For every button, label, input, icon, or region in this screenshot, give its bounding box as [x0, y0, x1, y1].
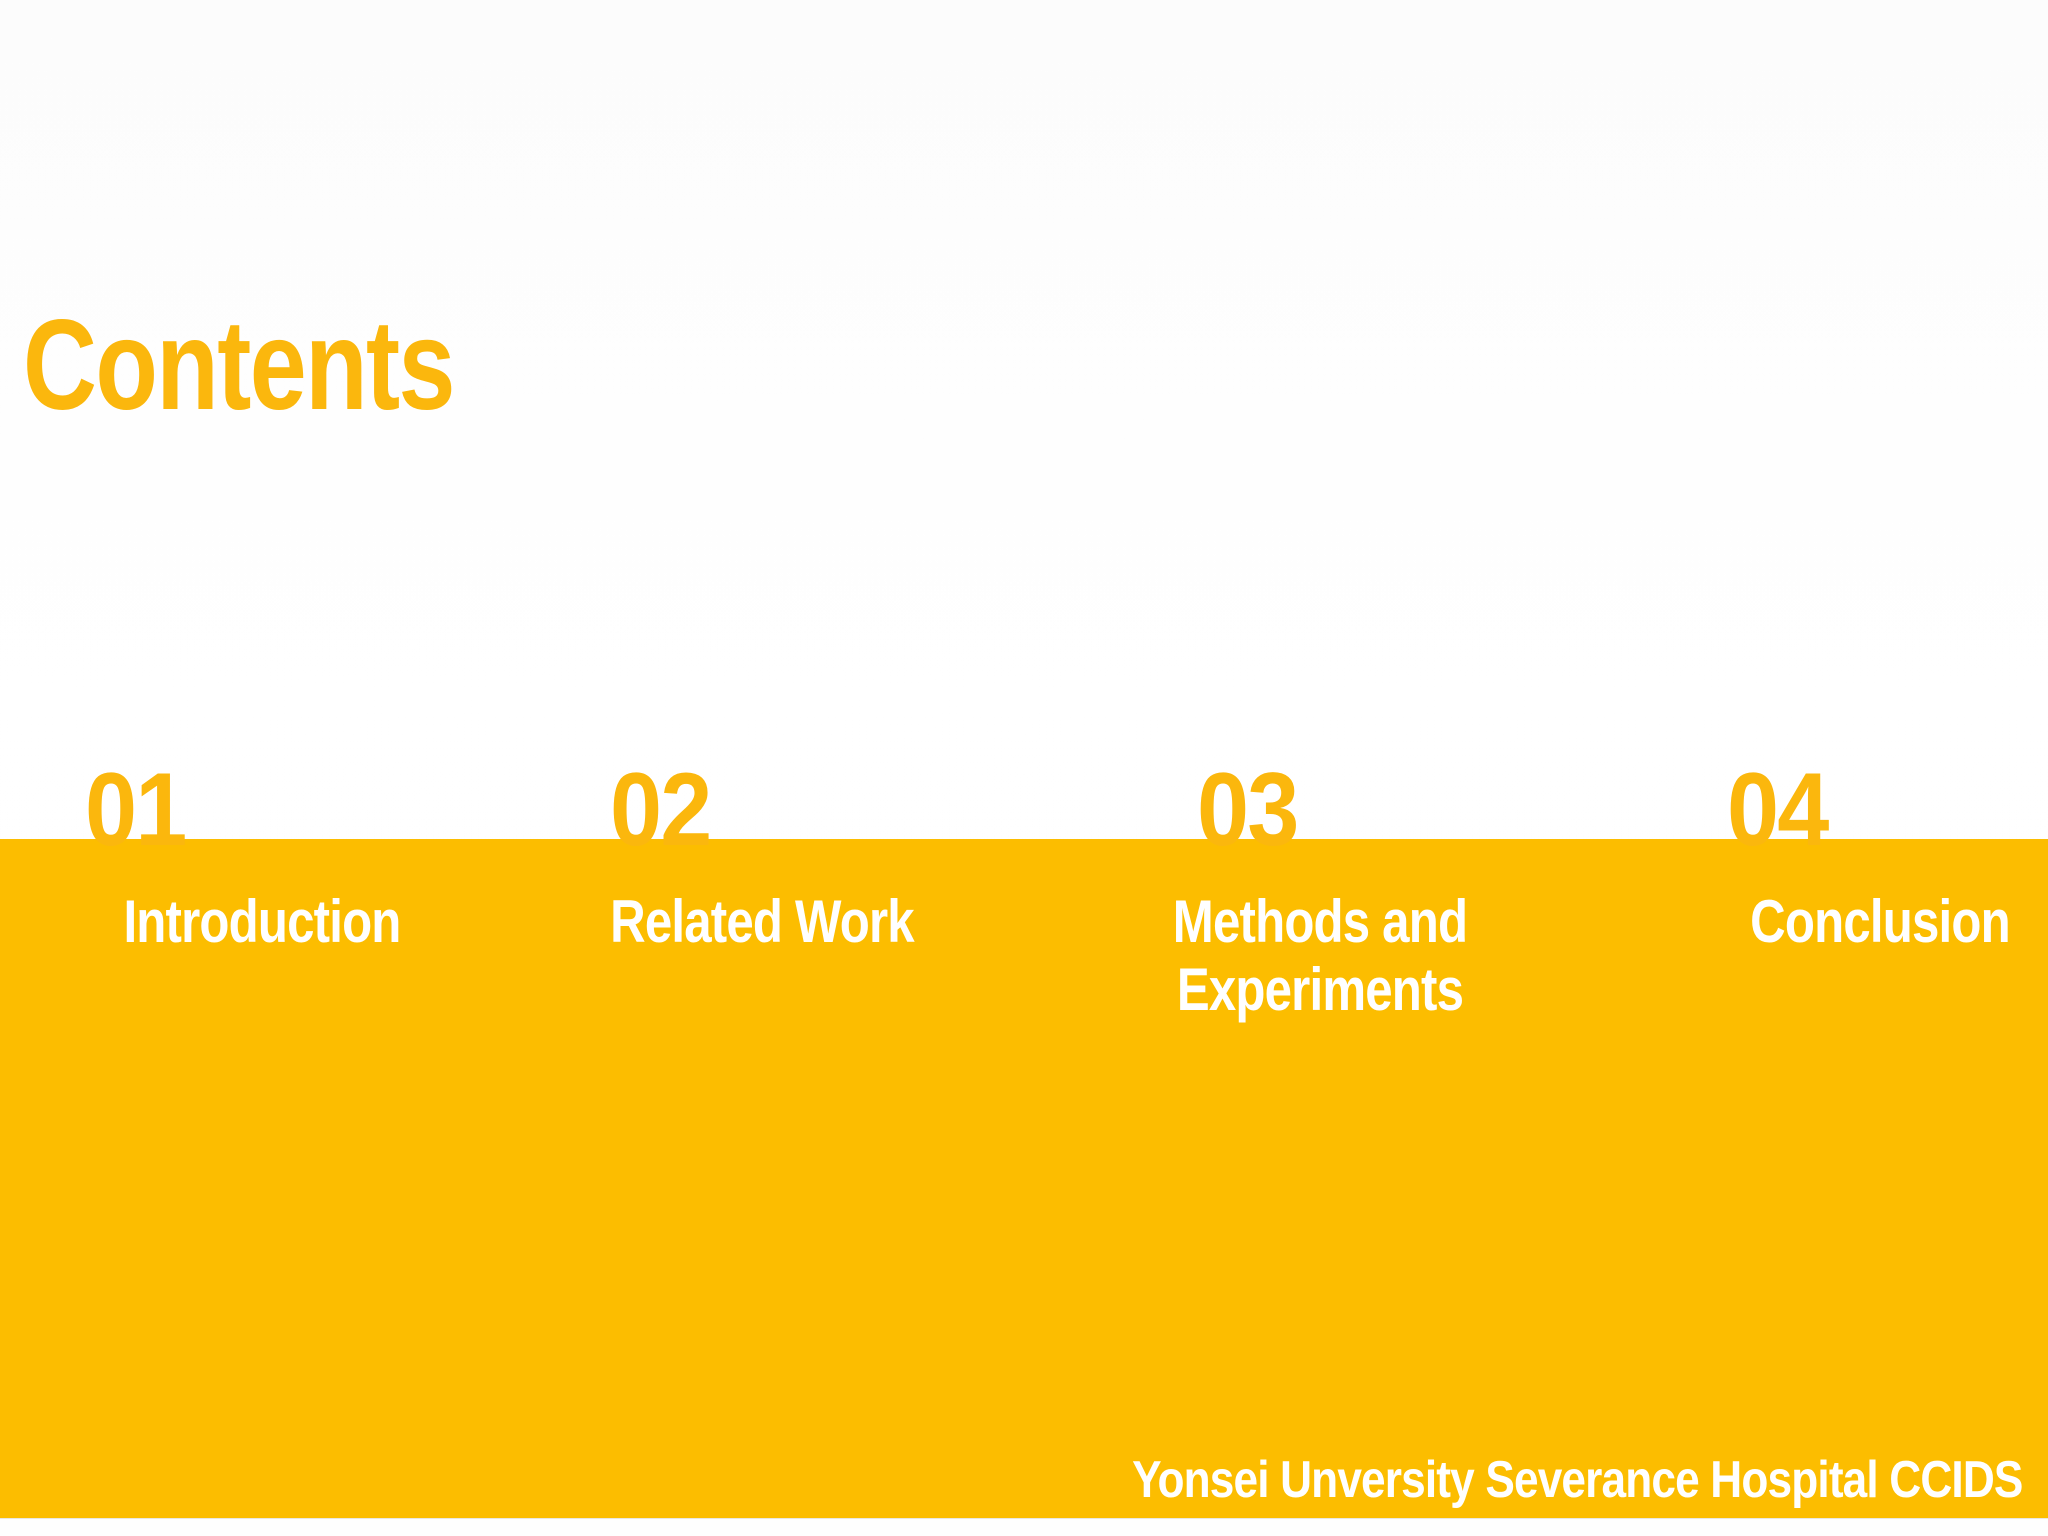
section-label: Conclusion	[1750, 888, 2010, 955]
section-item-related-work: 02 Related Work	[560, 758, 964, 1018]
section-item-conclusion: 04 Conclusion	[1678, 758, 2048, 1018]
section-number: 03	[1197, 752, 1299, 868]
section-number: 04	[1727, 752, 1829, 868]
section-number: 01	[85, 752, 187, 868]
bottom-margin-strip	[0, 1518, 2048, 1536]
section-item-methods-experiments: 03 Methods and Experiments	[1118, 752, 1522, 1023]
footer-credit: Yonsei Unversity Severance Hospital CCID…	[1132, 1451, 2024, 1509]
section-label: Introduction	[123, 888, 401, 955]
section-item-introduction: 01 Introduction	[60, 758, 464, 1018]
section-label: Methods and Experiments	[1172, 888, 1468, 1023]
section-number: 02	[610, 752, 712, 868]
page-title: Contents	[23, 294, 455, 437]
contents-band	[0, 839, 2048, 1518]
section-label: Related Work	[610, 888, 914, 955]
